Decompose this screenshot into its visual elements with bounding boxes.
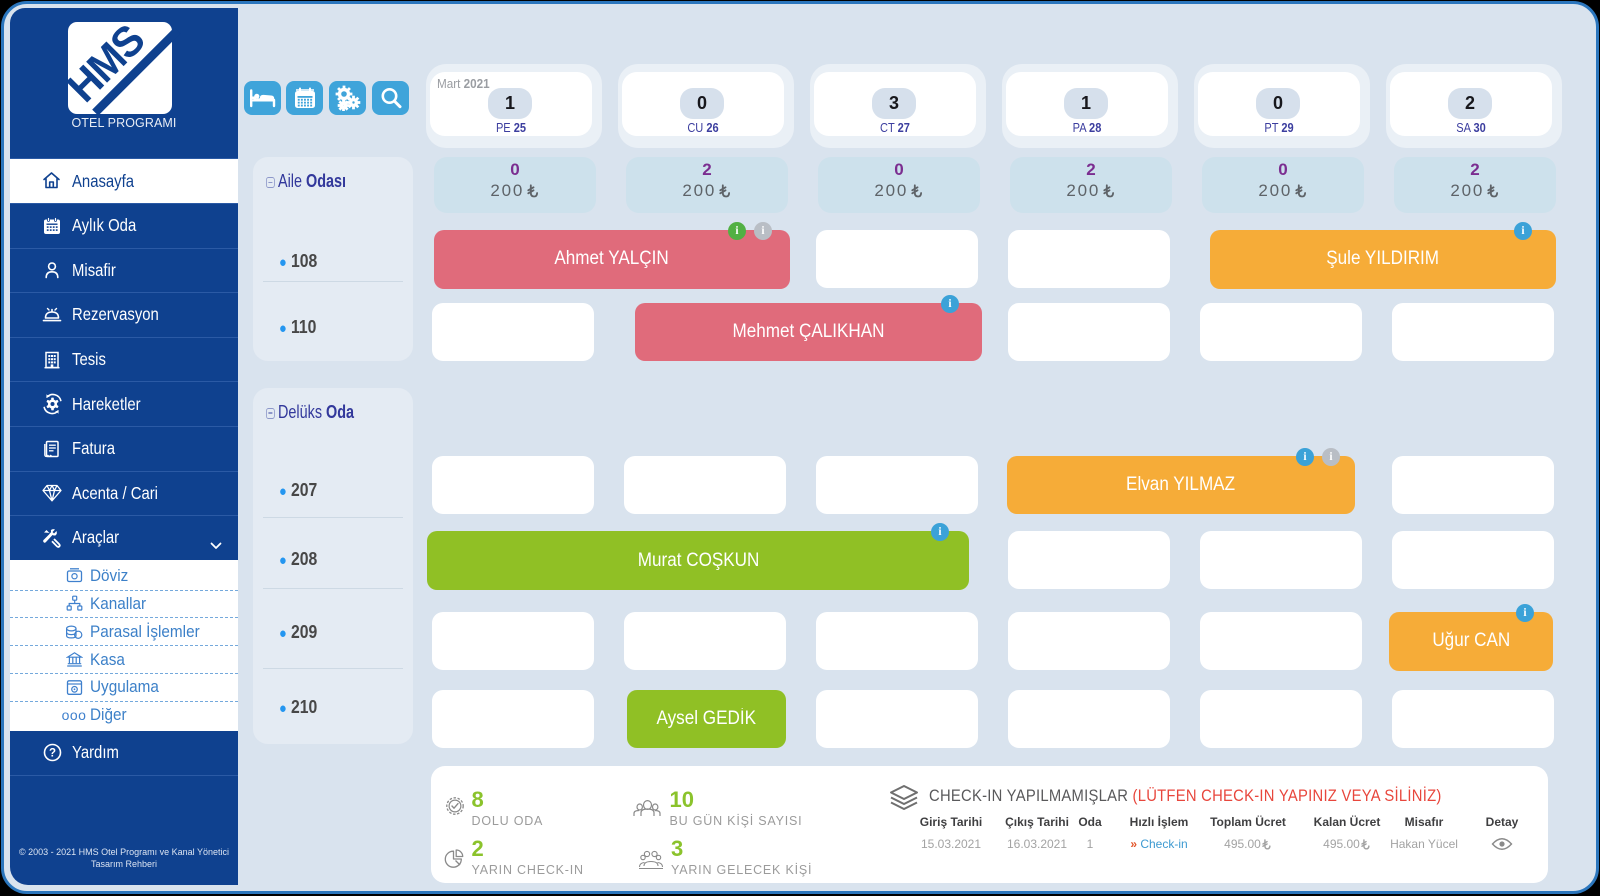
svg-text:?: ? xyxy=(48,748,55,760)
